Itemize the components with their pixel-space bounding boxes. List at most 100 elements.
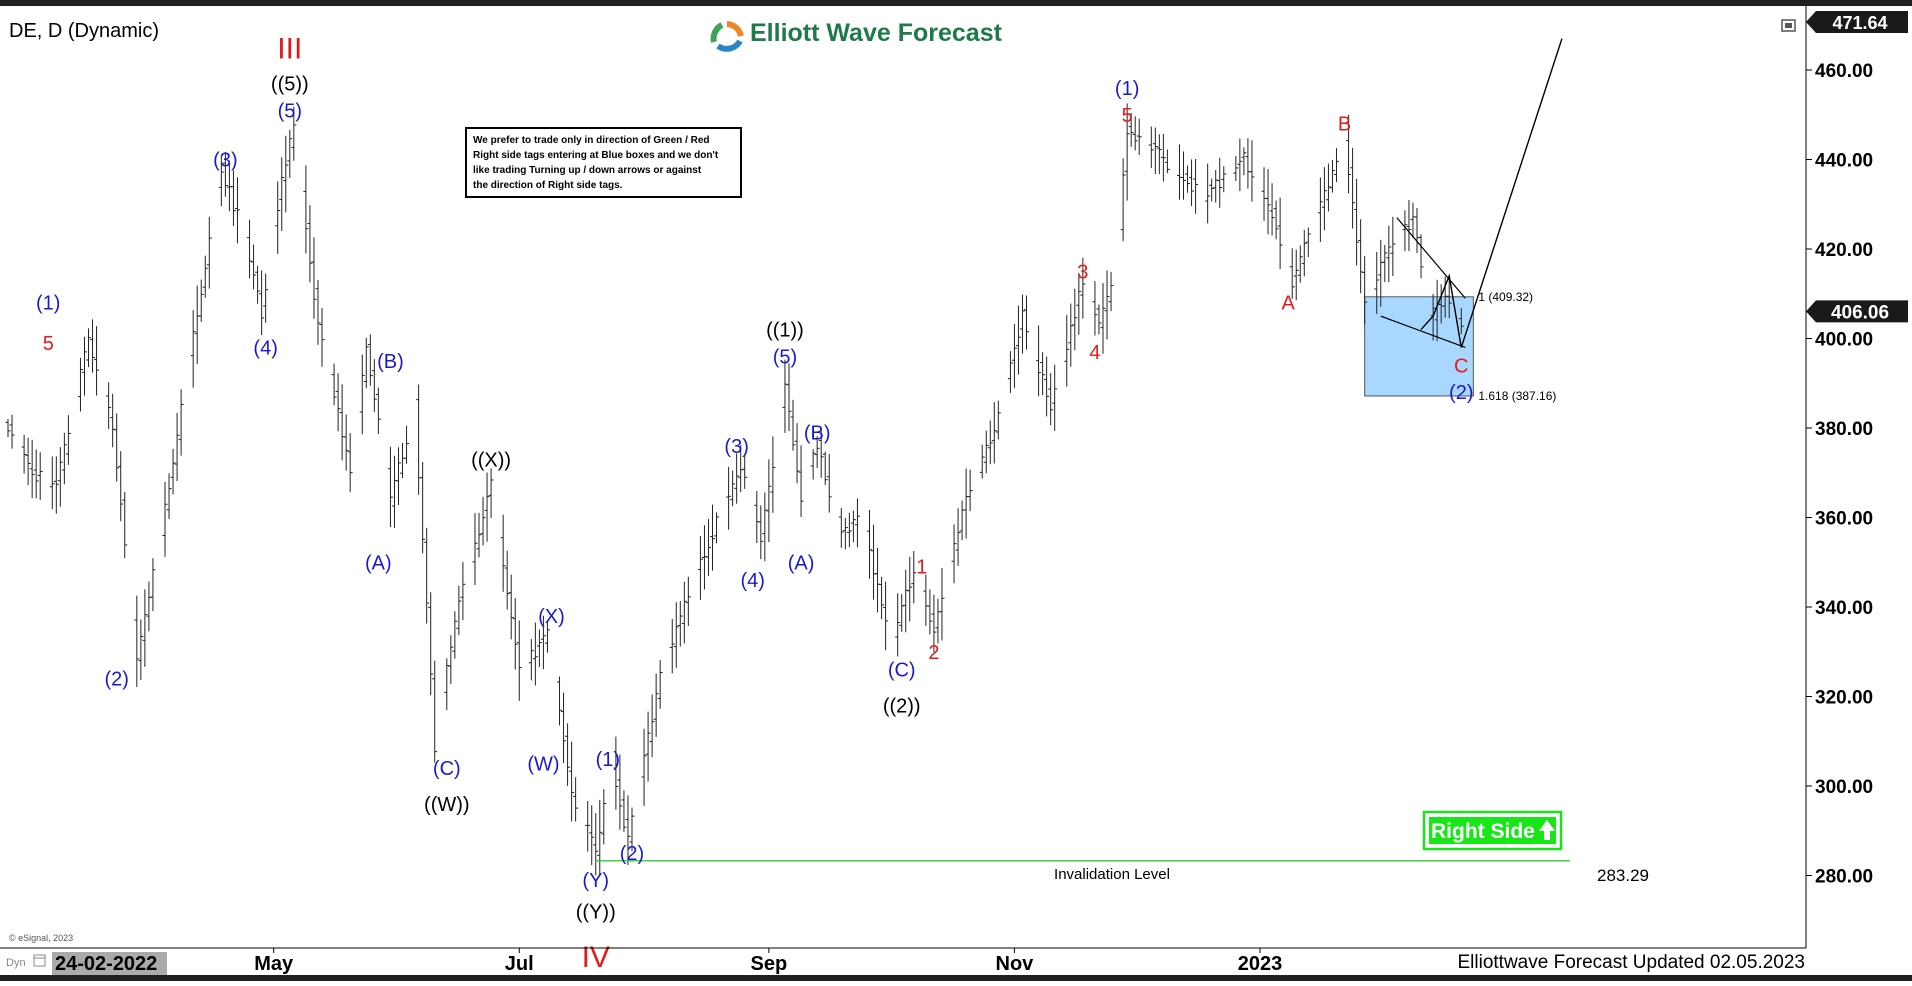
ohlc-bar xyxy=(359,354,365,435)
wave-label: (B) xyxy=(377,351,404,373)
ohlc-bar xyxy=(528,639,534,681)
ohlc-bar xyxy=(1040,352,1046,396)
ohlc-bar xyxy=(1418,234,1424,279)
ohlc-bar xyxy=(363,337,369,389)
ohlc-bar xyxy=(850,510,856,543)
ohlc-bar xyxy=(33,449,39,499)
ohlc-bar xyxy=(1015,305,1021,375)
ohlc-bar xyxy=(444,658,450,711)
price-tick-label: 320.00 xyxy=(1815,688,1873,709)
ohlc-bar xyxy=(291,106,297,161)
ohlc-bar xyxy=(1346,114,1352,194)
updated-label: Elliottwave Forecast Updated 02.05.2023 xyxy=(1458,952,1806,973)
ohlc-bar xyxy=(907,556,913,622)
ohlc-bar xyxy=(669,618,675,674)
wave-label: ((X)) xyxy=(471,449,511,471)
ohlc-bar xyxy=(484,472,490,542)
start-date-box xyxy=(52,952,167,975)
ohlc-bar xyxy=(202,255,208,298)
ohlc-bar xyxy=(480,496,486,546)
ohlc-bar xyxy=(275,181,281,254)
dyn-label: Dyn xyxy=(6,957,26,969)
fib-label-2: 1.618 (387.16) xyxy=(1478,389,1556,403)
ohlc-bar xyxy=(911,550,917,604)
ohlc-bar xyxy=(234,177,240,244)
ohlc-bar xyxy=(1136,118,1142,156)
ohlc-bar xyxy=(585,800,591,852)
ohlc-bar xyxy=(983,430,989,474)
ohlc-bar xyxy=(1048,373,1054,426)
ohlc-bar xyxy=(122,491,128,558)
ohlc-bar xyxy=(770,436,776,513)
ohlc-bar xyxy=(597,799,603,877)
wave-label: (4) xyxy=(253,337,277,359)
ohlc-bar xyxy=(331,363,337,406)
ohlc-bar xyxy=(500,514,506,592)
price-tick-label: 380.00 xyxy=(1815,419,1873,440)
wave-label: (1) xyxy=(36,293,60,315)
ohlc-bar xyxy=(375,387,381,434)
current-price-badge: 406.06 xyxy=(1806,300,1908,323)
ohlc-bar xyxy=(259,270,265,335)
wave-label: ((1)) xyxy=(766,320,804,342)
blue-target-box xyxy=(1364,296,1474,397)
ohlc-bar xyxy=(1277,197,1283,270)
ohlc-bar xyxy=(790,399,796,451)
ohlc-bar xyxy=(705,519,711,576)
current-price-value: 406.06 xyxy=(1831,302,1889,323)
ohlc-bar xyxy=(1213,170,1219,203)
ohlc-bar xyxy=(1064,314,1070,387)
ohlc-bar xyxy=(814,436,820,469)
ohlc-bar xyxy=(343,414,349,471)
price-tick-label: 440.00 xyxy=(1815,151,1873,172)
ohlc-bar xyxy=(263,273,269,323)
ohlc-bar xyxy=(106,382,112,429)
window-restore-icon[interactable] xyxy=(1781,19,1796,32)
ohlc-bar xyxy=(899,594,905,632)
ohlc-bar xyxy=(319,307,325,367)
ohlc-bar xyxy=(1108,271,1114,312)
calendar-icon[interactable] xyxy=(33,954,46,967)
wave-label: (W) xyxy=(527,754,559,776)
ohlc-bar xyxy=(1024,295,1030,350)
top-price-badge: 471.64 xyxy=(1806,11,1908,33)
note-line-3: like trading Turning up / down arrows or… xyxy=(473,165,702,176)
ohlc-bar xyxy=(1181,151,1187,200)
wave-label: C xyxy=(1454,355,1468,377)
ohlc-bar xyxy=(37,452,43,500)
wave-label: (Y) xyxy=(582,870,609,892)
ohlc-bar xyxy=(118,451,124,522)
ohlc-bar xyxy=(21,434,27,474)
ohlc-bar xyxy=(561,692,567,763)
wave-label: (X) xyxy=(538,606,565,628)
ohlc-bar xyxy=(1189,159,1195,207)
price-tick-label: 340.00 xyxy=(1815,598,1873,619)
wave-label: (3) xyxy=(213,150,237,172)
ohlc-bar xyxy=(174,413,180,482)
wave-label: (C) xyxy=(433,758,461,780)
wave-label: 3 xyxy=(1077,261,1088,283)
ohlc-bar xyxy=(1011,323,1017,389)
ohlc-bar xyxy=(198,279,204,322)
ohlc-bar xyxy=(1052,364,1058,431)
ohlc-bar xyxy=(822,451,828,485)
ohlc-bar xyxy=(625,795,631,865)
ohlc-bar xyxy=(1293,249,1299,301)
ohlc-bar xyxy=(532,622,538,686)
triangle-line-1 xyxy=(1396,217,1466,299)
ohlc-bar xyxy=(1068,303,1074,367)
ohlc-bar xyxy=(512,598,518,670)
ohlc-bar xyxy=(565,723,571,786)
ohlc-bar xyxy=(1124,103,1130,201)
time-tick-label: Sep xyxy=(751,953,788,975)
ohlc-bar xyxy=(1036,325,1042,397)
wave-label: (2) xyxy=(620,843,644,865)
ohlc-bar xyxy=(903,569,909,633)
ohlc-bar xyxy=(395,447,401,505)
ohlc-bar xyxy=(895,593,901,657)
ohlc-bar xyxy=(867,509,873,579)
ohlc-bar xyxy=(1160,134,1166,182)
